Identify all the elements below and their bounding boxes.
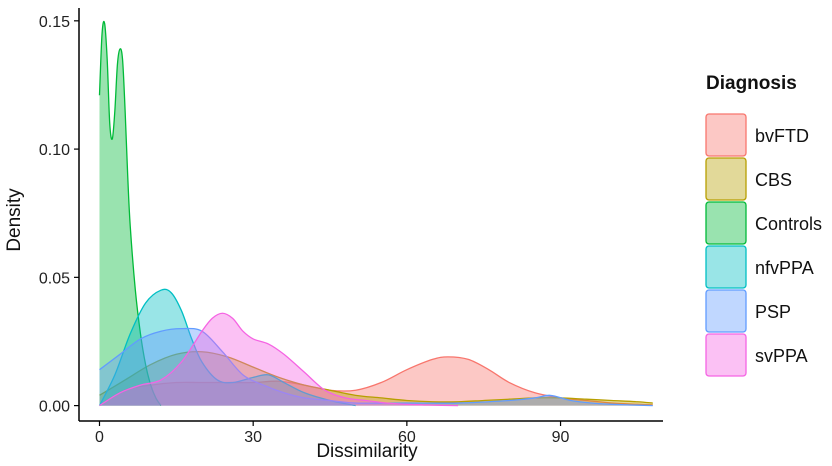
legend-label-svppa: svPPA (755, 346, 808, 366)
legend: Diagnosis bvFTD CBS Controls nfvPPA PSP svPPA (705, 73, 822, 377)
density-curves (98, 20, 653, 407)
density-line-svppa (99, 312, 459, 407)
axes: 0 30 60 90 0.00 0.05 0.10 0.15 (39, 8, 663, 446)
density-area-svppa (99, 313, 459, 406)
density-line-controls (98, 20, 162, 406)
legend-swatch-bvftd (705, 113, 747, 157)
legend-swatch-psp (705, 289, 747, 333)
y-tick-label: 0.05 (39, 270, 70, 287)
x-axis-title: Dissimilarity (316, 441, 418, 462)
x-axis-ticks: 0 30 60 90 (95, 421, 570, 446)
legend-label-controls: Controls (755, 214, 822, 234)
x-tick-label: 30 (244, 429, 262, 446)
legend-swatch-controls (705, 201, 747, 245)
legend-swatch-cbs (705, 157, 747, 201)
legend-label-nfvppa: nfvPPA (755, 258, 814, 278)
legend-title: Diagnosis (706, 73, 797, 94)
legend-label-psp: PSP (755, 302, 791, 322)
y-tick-label: 0.10 (39, 142, 70, 159)
density-line-psp (99, 327, 653, 407)
density-area-nfvppa (99, 289, 356, 406)
density-area-psp (99, 328, 653, 406)
y-axis-title: Density (4, 188, 25, 252)
density-area-bvftd (99, 356, 653, 406)
y-tick-label: 0.00 (39, 399, 70, 416)
x-tick-label: 90 (552, 429, 570, 446)
y-tick-label: 0.15 (39, 14, 70, 31)
x-tick-label: 0 (95, 429, 104, 446)
density-line-cbs (99, 350, 653, 404)
density-line-nfvppa (98, 288, 356, 407)
legend-label-bvftd: bvFTD (755, 126, 809, 146)
legend-swatch-nfvppa (705, 245, 747, 289)
legend-items: bvFTD CBS Controls nfvPPA PSP svPPA (705, 113, 822, 377)
legend-label-cbs: CBS (755, 170, 792, 190)
legend-swatch-svppa (705, 333, 747, 377)
y-axis-ticks: 0.00 0.05 0.10 0.15 (39, 14, 79, 416)
density-area-cbs (99, 351, 653, 406)
x-tick-label: 60 (398, 429, 416, 446)
